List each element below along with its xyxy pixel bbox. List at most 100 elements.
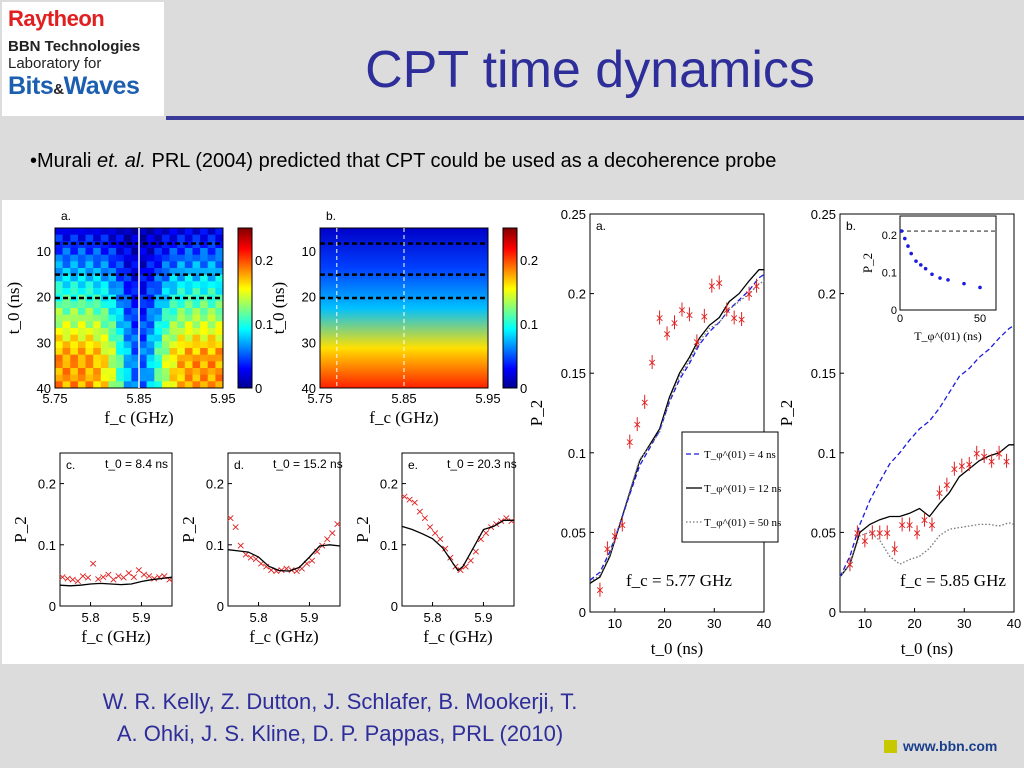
bullet-text: •Murali et. al. PRL (2004) predicted tha… [30,150,776,173]
heatmap-cell [123,361,132,369]
heatmap-cell [207,381,216,389]
heatmap-cell [154,348,163,356]
heatmap-cell [200,274,209,282]
heatmap-cell [154,361,163,369]
heatmap-cell [123,328,132,336]
heatmap-cell [146,241,155,249]
heatmap-cell [93,308,102,316]
x-tick: 5.9 [300,610,318,625]
heatmap-cell [200,234,209,242]
heatmap-cell [70,361,79,369]
heatmap-cell [77,268,86,276]
heatmap-cell [77,328,86,336]
y-tick: 0 [579,605,586,620]
heatmap-cell [161,234,170,242]
data-point: × [471,545,480,558]
data-point: × [965,458,974,471]
heatmap-cell [116,234,125,242]
heatmap-cell [154,294,163,302]
heatmap-cell [154,381,163,389]
website-footer[interactable]: www.bbn.com [884,738,997,754]
heatmap-cell [146,334,155,342]
heatmap-cell [207,361,216,369]
heatmap-cell [85,341,94,349]
heatmap-cell [85,234,94,242]
heatmap-cell [100,368,109,376]
fig2-panel-a: 10 20 30 4000.050.10.150.20.25×××××××××××××… [527,207,781,658]
heatmap-cell [192,328,201,336]
y-tick: 30 [37,335,51,350]
data-point: × [144,569,153,582]
x-tick: 10 [858,616,872,631]
heatmap-cell [161,308,170,316]
heatmap-cell [85,381,94,389]
logo-lab-text: Laboratory for [8,55,102,72]
heatmap-cell [139,334,148,342]
heatmap-cell [116,288,125,296]
heatmap-cell [131,321,140,329]
heatmap-cell [169,294,178,302]
heatmap-cell [177,348,186,356]
x-tick: 5.8 [250,610,268,625]
heatmap-cell [116,374,125,382]
heatmap-cell [131,268,140,276]
heatmap-cell [85,334,94,342]
y-tick: 0.15 [561,366,586,381]
heatmap-cell [161,281,170,289]
heatmap-cell [161,368,170,376]
heatmap-cell [108,248,117,256]
heatmap-cell [169,268,178,276]
heatmap-cell [70,301,79,309]
heatmap-cell [116,228,125,236]
heatmap-cell [108,254,117,262]
y-tick: 10 [302,244,316,259]
inset-x-label: T_φ^(01) (ns) [914,329,982,343]
website-link[interactable]: www.bbn.com [903,738,998,754]
heatmap-cell [161,321,170,329]
data-point: × [875,526,884,539]
heatmap-cell [55,321,64,329]
heatmap-cell [70,274,79,282]
heatmap-cell [177,354,186,362]
data-point: × [905,518,914,531]
heatmap-cell [154,228,163,236]
inset-y-tick: 0.1 [882,267,897,279]
heatmap-cell [161,314,170,322]
heatmap-cell [85,301,94,309]
heatmap-cell [169,361,178,369]
heatmap-cell [85,374,94,382]
heatmap-cell [100,374,109,382]
heatmap-cell [62,228,71,236]
heatmap-cell [139,288,148,296]
heatmap-cell [108,274,117,282]
heatmap-cell [146,328,155,336]
heatmap-cell [154,308,163,316]
heatmap-cell [154,328,163,336]
data-point: × [655,311,664,324]
heatmap-cell [116,254,125,262]
heatmap-cell [146,301,155,309]
heatmap-cell [192,348,201,356]
inset-point [914,259,918,263]
heatmap-cell [70,261,79,269]
x-tick: 30 [707,616,721,631]
heatmap-cell [62,241,71,249]
panel-annotation: f_c = 5.85 GHz [900,571,1006,590]
inset-y-label: P_2 [860,253,875,273]
data-point: × [251,552,260,565]
heatmap-cell [85,354,94,362]
data-point: × [912,526,921,539]
data-point: × [109,573,118,586]
heatmap-cell [131,274,140,282]
heatmap-cell [177,308,186,316]
heatmap-cell [200,328,209,336]
data-point: × [405,493,414,506]
data-point: × [78,569,87,582]
heatmap-cell [93,261,102,269]
heatmap-cell [131,341,140,349]
legend-entry: T_φ^(01) = 4 ns [704,449,776,461]
data-point: × [752,280,761,293]
heatmap-cell [85,328,94,336]
data-point: × [715,276,724,289]
heatmap-cell [154,321,163,329]
